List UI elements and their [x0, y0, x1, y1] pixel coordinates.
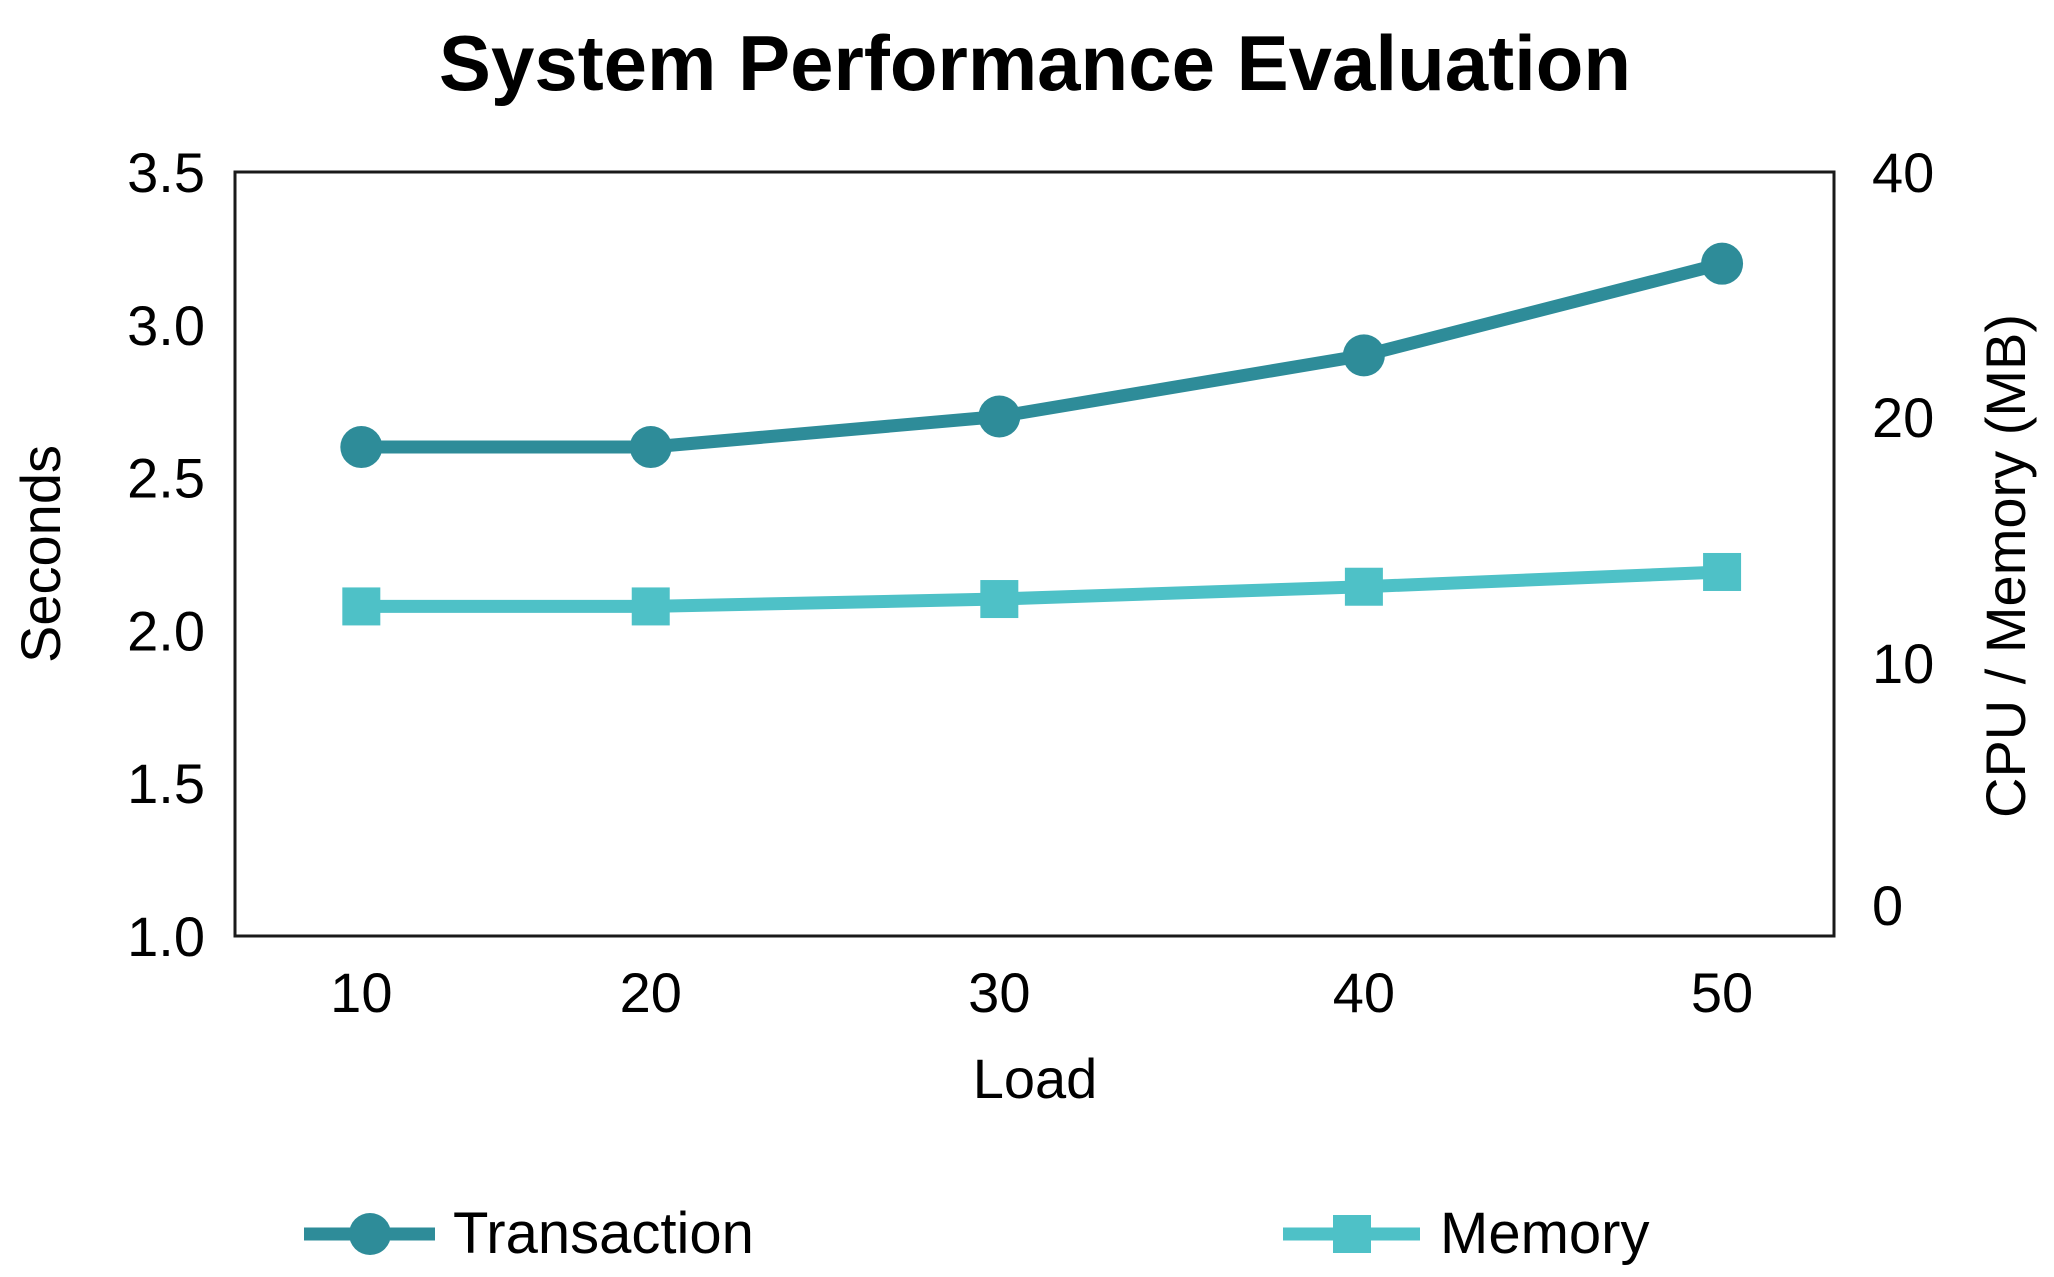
plot-border — [233, 170, 1836, 938]
data-series — [340, 242, 1744, 626]
right-tick-label: 20 — [1872, 386, 1934, 449]
transaction-line — [354, 257, 1729, 454]
legend: Transaction Memory — [304, 1201, 1649, 1266]
left-tick-label: 1.0 — [127, 905, 205, 968]
left-axis-tick-labels: 3.5 3.0 2.5 2.0 1.5 1.0 — [127, 141, 205, 968]
left-axis-title: Seconds — [9, 445, 72, 663]
x-tick-label: 40 — [1333, 961, 1395, 1024]
transaction-data-point — [629, 426, 672, 469]
right-axis-tick-labels: 40 20 10 0 — [1872, 141, 1934, 937]
chart-title: System Performance Evaluation — [439, 19, 1631, 107]
left-tick-label: 3.5 — [127, 141, 205, 204]
transaction-circle-marker-icon — [349, 1213, 391, 1255]
transaction-data-point — [1342, 334, 1385, 377]
left-tick-label: 1.5 — [127, 752, 205, 815]
right-tick-label: 10 — [1872, 632, 1934, 695]
memory-data-point — [980, 580, 1019, 619]
left-tick-label: 3.0 — [127, 294, 205, 357]
memory-data-point — [1703, 552, 1742, 591]
x-axis-title: Load — [973, 1047, 1098, 1110]
legend-label-memory: Memory — [1440, 1201, 1649, 1266]
memory-data-point — [342, 587, 381, 626]
right-tick-label: 40 — [1872, 141, 1934, 204]
legend-label-transaction: Transaction — [453, 1201, 754, 1266]
memory-square-marker-icon — [1333, 1215, 1371, 1253]
memory-line — [354, 565, 1729, 613]
x-axis-tick-labels: 10 20 30 40 50 — [330, 961, 1753, 1024]
x-tick-label: 10 — [330, 961, 392, 1024]
transaction-data-point — [340, 426, 383, 469]
legend-item-memory: Memory — [1283, 1201, 1649, 1266]
transaction-data-point — [978, 395, 1021, 438]
left-tick-label: 2.5 — [127, 447, 205, 510]
transaction-data-point — [1701, 242, 1744, 285]
legend-item-transaction: Transaction — [304, 1201, 754, 1266]
right-axis-title: CPU / Memory (MB) — [1974, 314, 2037, 818]
memory-data-point — [631, 587, 670, 626]
x-tick-label: 20 — [620, 961, 682, 1024]
x-tick-label: 30 — [968, 961, 1030, 1024]
memory-data-point — [1344, 567, 1383, 606]
right-tick-label: 0 — [1872, 874, 1903, 937]
x-tick-label: 50 — [1691, 961, 1753, 1024]
left-tick-label: 2.0 — [127, 599, 205, 662]
